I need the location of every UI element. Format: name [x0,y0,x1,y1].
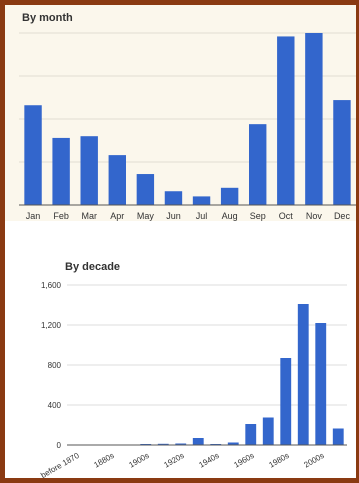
month-chart-title: By month [22,12,73,24]
decade-chart: 0 400 800 1,200 1,600 before 1870 1880s 1900s 19… [39,281,347,480]
x-tick-label: 1980s [267,451,290,470]
bar-2000s [315,323,327,445]
bar-1960s [245,424,257,445]
bar-apr [108,155,126,205]
bar-1950s [227,442,239,445]
x-tick-label: May [137,211,155,221]
month-chart: Jan Feb Mar Apr May Jun Jul Aug Sep Oct Nov Dec [19,32,356,221]
y-tick-label: 1,600 [41,281,62,290]
bar-jan [24,105,42,205]
x-tick-label: 1880s [92,451,115,470]
bar-1980s [280,358,292,445]
x-tick-label: 1920s [162,451,185,470]
x-tick-label: Jun [166,211,181,221]
y-tick-label: 1,200 [41,321,62,330]
x-tick-label: Jan [26,211,41,221]
bar-may [136,174,155,205]
x-tick-label: 1940s [197,451,220,470]
y-tick-label: 800 [48,361,62,370]
bar-feb [52,137,70,205]
x-tick-label: Jul [196,211,208,221]
bar-1990s [297,304,309,445]
bar-mar [80,136,98,205]
y-tick-label: 0 [57,441,62,450]
x-tick-label: Apr [110,211,124,221]
bar-1930s [192,438,204,445]
x-tick-label: 1900s [127,451,150,470]
x-tick-label: Aug [222,211,238,221]
bar-2010s [332,428,344,445]
x-tick-label: Sep [250,211,266,221]
bar-jun [164,191,183,205]
bar-aug [220,187,239,205]
x-tick-label: Oct [279,211,294,221]
x-tick-label: Feb [53,211,69,221]
y-tick-label: 400 [48,401,62,410]
bar-sep [249,124,267,205]
x-tick-label: 2000s [302,451,325,470]
bar-1920s [175,443,187,445]
x-tick-label: Nov [306,211,323,221]
bar-oct [277,36,295,205]
x-tick-label: 1960s [232,451,255,470]
bar-1970s [262,417,274,445]
bar-nov [305,33,323,205]
x-tick-label: Mar [81,211,97,221]
bar-1910s [157,443,169,445]
bar-jul [192,196,211,205]
x-tick-label: before 1870 [39,451,81,480]
decade-chart-title: By decade [65,261,121,273]
x-tick-label: Dec [334,211,351,221]
bar-dec [333,100,351,205]
